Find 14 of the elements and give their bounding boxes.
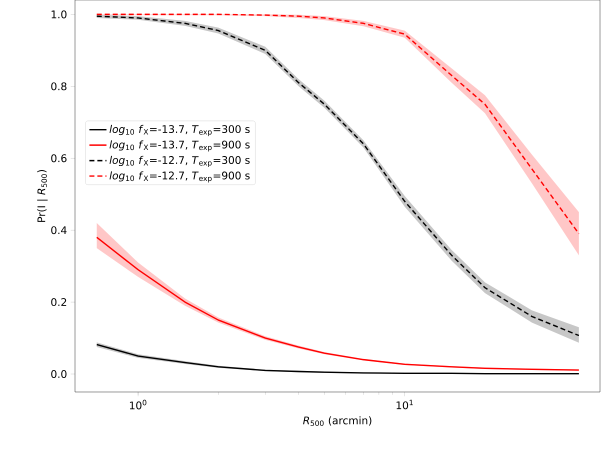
y-tick-label: 0.4 bbox=[51, 226, 67, 234]
x-tick-label: 10$^{1}$ bbox=[396, 400, 413, 410]
legend-label: log$_{10}$ f$_{X}$=-13.7, T$_{exp}$=300 s bbox=[110, 124, 250, 136]
y-tick-label: 0.6 bbox=[51, 154, 67, 162]
x-axis-title: R$_{500}$ (arcmin) bbox=[303, 416, 372, 426]
y-tick-label: 0.0 bbox=[51, 370, 66, 378]
y-tick-label: 0.2 bbox=[51, 298, 66, 306]
y-tick-label: 1.0 bbox=[52, 10, 66, 18]
legend-label: log$_{10}$ f$_{X}$=-12.7, T$_{exp}$=900 s bbox=[110, 171, 250, 183]
x-tick-label: 10$^{0}$ bbox=[130, 400, 146, 410]
y-tick-label: 0.8 bbox=[51, 82, 66, 90]
legend-label: log$_{10}$ f$_{X}$=-12.7, T$_{exp}$=300 s bbox=[110, 156, 250, 168]
legend-label: log$_{10}$ f$_{X}$=-13.7, T$_{exp}$=900 s bbox=[110, 140, 250, 152]
y-axis-title: Pr(I | R$_{500}$) bbox=[37, 170, 48, 222]
